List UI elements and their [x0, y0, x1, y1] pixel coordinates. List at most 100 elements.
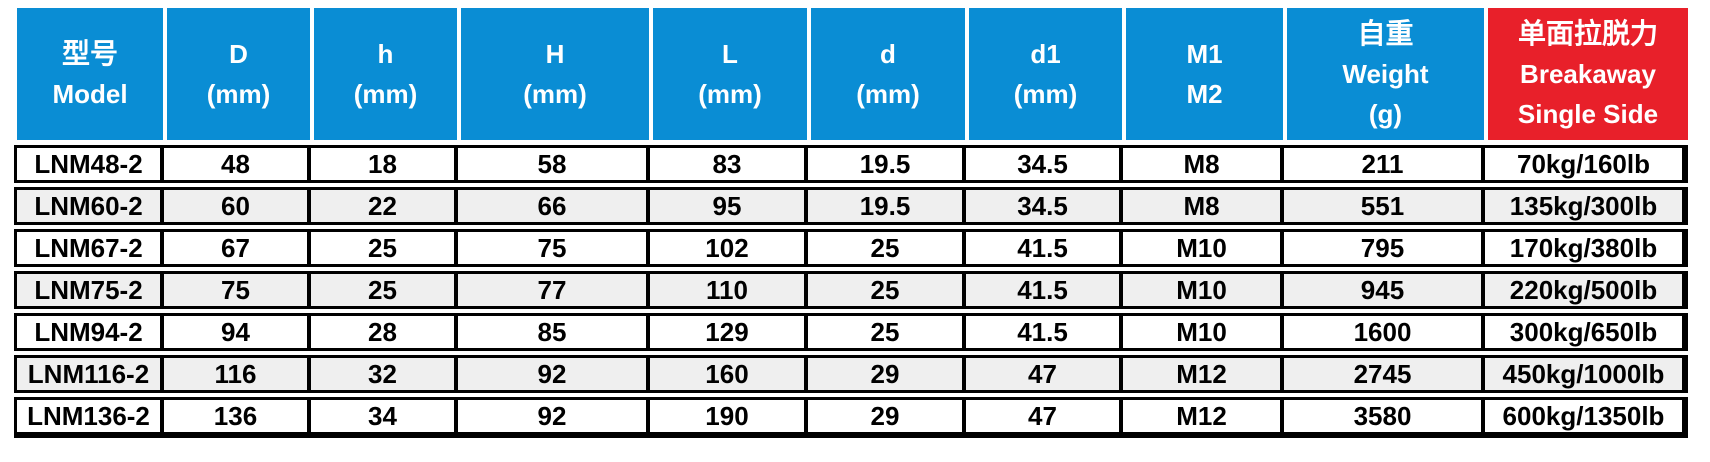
cell-model: LNM67-2: [17, 232, 160, 264]
header-label-unit: (mm): [1013, 79, 1078, 109]
cell-breakaway: 70kg/160lb: [1485, 148, 1682, 180]
header-label-en: Model: [52, 79, 128, 109]
cell-breakaway: 600kg/1350lb: [1485, 400, 1682, 432]
cell-d1: 41.5: [966, 232, 1119, 264]
header-cell-weight: 自重 Weight (g): [1287, 8, 1484, 140]
cell-h-small: 28: [311, 316, 454, 348]
cell-d-outer: 136: [164, 400, 307, 432]
cell-breakaway: 135kg/300lb: [1485, 190, 1682, 222]
header-label-en: Weight: [1342, 59, 1429, 89]
cell-h-small: 34: [311, 400, 454, 432]
cell-d-small: 19.5: [808, 148, 962, 180]
cell-d-outer: 116: [164, 358, 307, 390]
cell-weight: 945: [1284, 274, 1481, 306]
cell-h-small: 25: [311, 274, 454, 306]
table-row: LNM94-2 94 28 85 129 25 41.5 M10 1600 300kg/650lb: [14, 313, 1688, 351]
cell-m1-m2: M10: [1123, 274, 1280, 306]
header-label-symbol: H: [545, 39, 565, 69]
cell-h-cap: 77: [458, 274, 646, 306]
cell-d-small: 25: [808, 274, 962, 306]
cell-weight: 1600: [1284, 316, 1481, 348]
header-label-unit: (mm): [698, 79, 762, 109]
header-label-zh: 型号: [61, 38, 118, 69]
cell-m1-m2: M12: [1123, 358, 1280, 390]
header-cell-model: 型号 Model: [17, 8, 163, 140]
cell-breakaway: 170kg/380lb: [1485, 232, 1682, 264]
table-row: LNM67-2 67 25 75 102 25 41.5 M10 795 170kg/380lb: [14, 229, 1688, 267]
header-label-symbol: d: [880, 39, 896, 69]
cell-m1-m2: M8: [1123, 190, 1280, 222]
cell-d-outer: 67: [164, 232, 307, 264]
cell-weight: 795: [1284, 232, 1481, 264]
cell-model: LNM116-2: [17, 358, 160, 390]
header-label-unit: (mm): [523, 79, 587, 109]
header-label-symbol: M1: [1186, 39, 1223, 69]
cell-l: 83: [650, 148, 804, 180]
cell-l: 110: [650, 274, 804, 306]
cell-m1-m2: M12: [1123, 400, 1280, 432]
cell-breakaway: 300kg/650lb: [1485, 316, 1682, 348]
cell-breakaway: 450kg/1000lb: [1485, 358, 1682, 390]
table-row: LNM116-2 116 32 92 160 29 47 M12 2745 450kg/1000l…: [14, 355, 1688, 393]
header-label-zh: 自重: [1357, 18, 1414, 49]
header-cell-d-outer: D (mm): [167, 8, 310, 140]
cell-h-small: 32: [311, 358, 454, 390]
cell-m1-m2: M10: [1123, 232, 1280, 264]
header-label-unit: (g): [1368, 99, 1403, 129]
header-cell-h-cap: H (mm): [461, 8, 649, 140]
cell-h-cap: 75: [458, 232, 646, 264]
cell-model: LNM94-2: [17, 316, 160, 348]
cell-d-small: 25: [808, 316, 962, 348]
header-cell-m1-m2: M1 M2: [1126, 8, 1283, 140]
table-row: LNM60-2 60 22 66 95 19.5 34.5 M8 551 135kg/300lb: [14, 187, 1688, 225]
table-row: LNM75-2 75 25 77 110 25 41.5 M10 945 220kg/500lb: [14, 271, 1688, 309]
header-label-symbol: M2: [1186, 79, 1223, 109]
cell-d1: 34.5: [966, 190, 1119, 222]
cell-d1: 34.5: [966, 148, 1119, 180]
cell-h-cap: 85: [458, 316, 646, 348]
cell-d1: 47: [966, 400, 1119, 432]
table-row: LNM48-2 48 18 58 83 19.5 34.5 M8 211 70kg/160lb: [14, 145, 1688, 183]
cell-model: LNM136-2: [17, 400, 160, 432]
header-cell-breakaway: 单面拉脱力 Breakaway Single Side: [1488, 8, 1688, 140]
cell-l: 160: [650, 358, 804, 390]
cell-d-outer: 75: [164, 274, 307, 306]
header-cell-l: L (mm): [653, 8, 807, 140]
cell-model: LNM60-2: [17, 190, 160, 222]
cell-l: 95: [650, 190, 804, 222]
header-cell-d-small: d (mm): [811, 8, 965, 140]
cell-h-small: 18: [311, 148, 454, 180]
header-label-unit: (mm): [206, 79, 271, 109]
cell-d-small: 29: [808, 400, 962, 432]
cell-m1-m2: M10: [1123, 316, 1280, 348]
header-cell-h-small: h (mm): [314, 8, 457, 140]
cell-h-small: 25: [311, 232, 454, 264]
header-label-unit: (mm): [856, 79, 920, 109]
cell-d-small: 29: [808, 358, 962, 390]
cell-weight: 551: [1284, 190, 1481, 222]
header-label-zh: 单面拉脱力: [1517, 18, 1658, 49]
cell-l: 102: [650, 232, 804, 264]
cell-d1: 41.5: [966, 274, 1119, 306]
cell-l: 190: [650, 400, 804, 432]
header-label-symbol: h: [377, 39, 394, 69]
table-row: LNM136-2 136 34 92 190 29 47 M12 3580 600kg/1350l…: [14, 397, 1688, 438]
spec-table: 型号 Model D (mm) h (mm) H (mm) L (mm) d (…: [14, 8, 1688, 438]
cell-d-small: 19.5: [808, 190, 962, 222]
cell-h-cap: 66: [458, 190, 646, 222]
cell-d1: 47: [966, 358, 1119, 390]
cell-model: LNM75-2: [17, 274, 160, 306]
cell-h-cap: 58: [458, 148, 646, 180]
header-label-symbol: d1: [1030, 39, 1061, 69]
cell-d1: 41.5: [966, 316, 1119, 348]
cell-weight: 211: [1284, 148, 1481, 180]
cell-d-outer: 60: [164, 190, 307, 222]
header-label-en: Breakaway: [1520, 59, 1656, 89]
header-row: 型号 Model D (mm) h (mm) H (mm) L (mm) d (…: [17, 8, 1688, 140]
cell-d-small: 25: [808, 232, 962, 264]
cell-model: LNM48-2: [17, 148, 160, 180]
cell-weight: 2745: [1284, 358, 1481, 390]
header-label-en: Single Side: [1517, 99, 1659, 129]
header-label-symbol: L: [722, 39, 738, 69]
